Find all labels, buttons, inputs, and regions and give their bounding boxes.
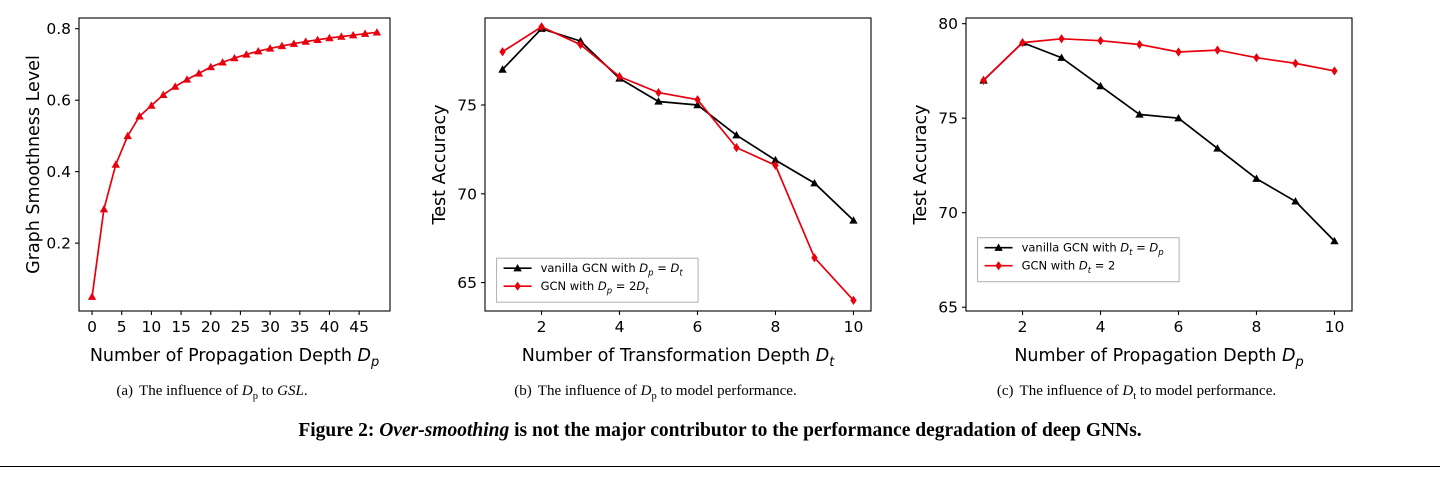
svg-text:Number of Transformation Depth: Number of Transformation Depth Dt <box>522 346 836 370</box>
math-var-dp: Dp <box>640 383 657 402</box>
svg-text:0.6: 0.6 <box>46 92 71 110</box>
svg-text:75: 75 <box>938 110 958 128</box>
svg-text:70: 70 <box>938 204 958 222</box>
svg-text:vanilla GCN with Dp = Dt: vanilla GCN with Dp = Dt <box>541 261 684 278</box>
svg-text:6: 6 <box>1174 318 1184 336</box>
svg-text:40: 40 <box>320 318 340 336</box>
math-var-dp: Dp <box>241 383 258 402</box>
subcaption-c: (c) The influence of Dt to model performa… <box>996 383 1277 402</box>
svg-text:Test Accuracy: Test Accuracy <box>430 105 450 226</box>
svg-text:4: 4 <box>615 318 625 336</box>
subcaption-a-text: The influence of <box>139 383 242 399</box>
subcaption-a-label: (a) <box>116 383 134 399</box>
svg-text:35: 35 <box>290 318 310 336</box>
svg-text:vanilla GCN with Dt = Dp: vanilla GCN with Dt = Dp <box>1022 241 1164 258</box>
chart-gsl-vs-propagation-depth: 0 5 10 15 20 25 30 35 40 45 0.2 0.4 0.6 0.8 Number of … <box>24 17 391 370</box>
svg-text:4: 4 <box>1096 318 1106 336</box>
svg-text:Number of Propagation Depth Dp: Number of Propagation Depth Dp <box>1014 346 1303 370</box>
panel-b: 2 4 6 8 10 65 70 75 Number of Transformation Dep… <box>428 8 883 402</box>
subcaption-b-label: (b) <box>514 383 532 399</box>
figure-caption-rest: is not the major contributor to the perf… <box>509 420 1142 441</box>
svg-text:0.4: 0.4 <box>46 163 71 181</box>
svg-text:Number of Propagation Depth Dp: Number of Propagation Depth Dp <box>90 346 379 370</box>
bottom-rule <box>0 466 1440 467</box>
chart-accuracy-vs-transformation-depth: 2 4 6 8 10 65 70 75 Number of Transformation Dep… <box>430 17 872 370</box>
svg-text:Test Accuracy: Test Accuracy <box>911 105 931 226</box>
subcaption-b: (b) The influence of Dp to model performa… <box>514 383 797 402</box>
figure-caption-prefix: Figure 2: <box>298 420 380 441</box>
svg-text:GCN with Dt = 2: GCN with Dt = 2 <box>1022 259 1116 276</box>
svg-text:5: 5 <box>117 318 127 336</box>
figure-caption: Figure 2: Over-smoothing is not the majo… <box>0 420 1440 442</box>
svg-text:0.2: 0.2 <box>46 235 71 253</box>
svg-text:Graph Smoothness Level: Graph Smoothness Level <box>24 55 44 274</box>
subcaption-c-label: (c) <box>996 383 1014 399</box>
svg-text:6: 6 <box>693 318 703 336</box>
svg-text:75: 75 <box>457 97 477 115</box>
svg-text:65: 65 <box>938 299 958 317</box>
chart-accuracy-vs-propagation-depth: 2 4 6 8 10 65 70 75 80 Number of Propagation Dept… <box>911 15 1353 370</box>
svg-text:GCN with Dp = 2Dt: GCN with Dp = 2Dt <box>541 279 650 296</box>
svg-text:10: 10 <box>1325 318 1345 336</box>
subcaption-b-text: The influence of <box>537 383 641 399</box>
figure-2-block: 0 5 10 15 20 25 30 35 40 45 0.2 0.4 0.6 0.8 Number of … <box>0 8 1440 467</box>
figure-caption-emphasis: Over-smoothing <box>379 420 510 441</box>
subcaption-c-text: The influence of <box>1019 383 1123 399</box>
svg-text:30: 30 <box>260 318 280 336</box>
charts-row: 0 5 10 15 20 25 30 35 40 45 0.2 0.4 0.6 0.8 Number of … <box>22 8 1364 402</box>
svg-text:8: 8 <box>771 318 781 336</box>
svg-text:10: 10 <box>142 318 162 336</box>
svg-text:70: 70 <box>457 185 477 203</box>
svg-text:25: 25 <box>231 318 251 336</box>
svg-text:2: 2 <box>1018 318 1028 336</box>
svg-text:15: 15 <box>171 318 191 336</box>
subcaption-a: (a) The influence of Dp to GSL. <box>116 383 308 402</box>
svg-text:20: 20 <box>201 318 221 336</box>
panel-a: 0 5 10 15 20 25 30 35 40 45 0.2 0.4 0.6 0.8 Number of … <box>22 8 402 402</box>
panel-c: 2 4 6 8 10 65 70 75 80 Number of Propagation Dept… <box>909 8 1364 402</box>
svg-text:0: 0 <box>87 318 97 336</box>
svg-text:0.8: 0.8 <box>46 20 71 38</box>
svg-text:65: 65 <box>457 274 477 292</box>
svg-text:80: 80 <box>938 15 958 33</box>
svg-text:8: 8 <box>1252 318 1262 336</box>
gsl-italic: GSL <box>277 383 304 399</box>
math-var-dt: Dt <box>1122 383 1137 402</box>
svg-text:10: 10 <box>844 318 864 336</box>
svg-text:45: 45 <box>349 318 369 336</box>
svg-text:2: 2 <box>537 318 547 336</box>
